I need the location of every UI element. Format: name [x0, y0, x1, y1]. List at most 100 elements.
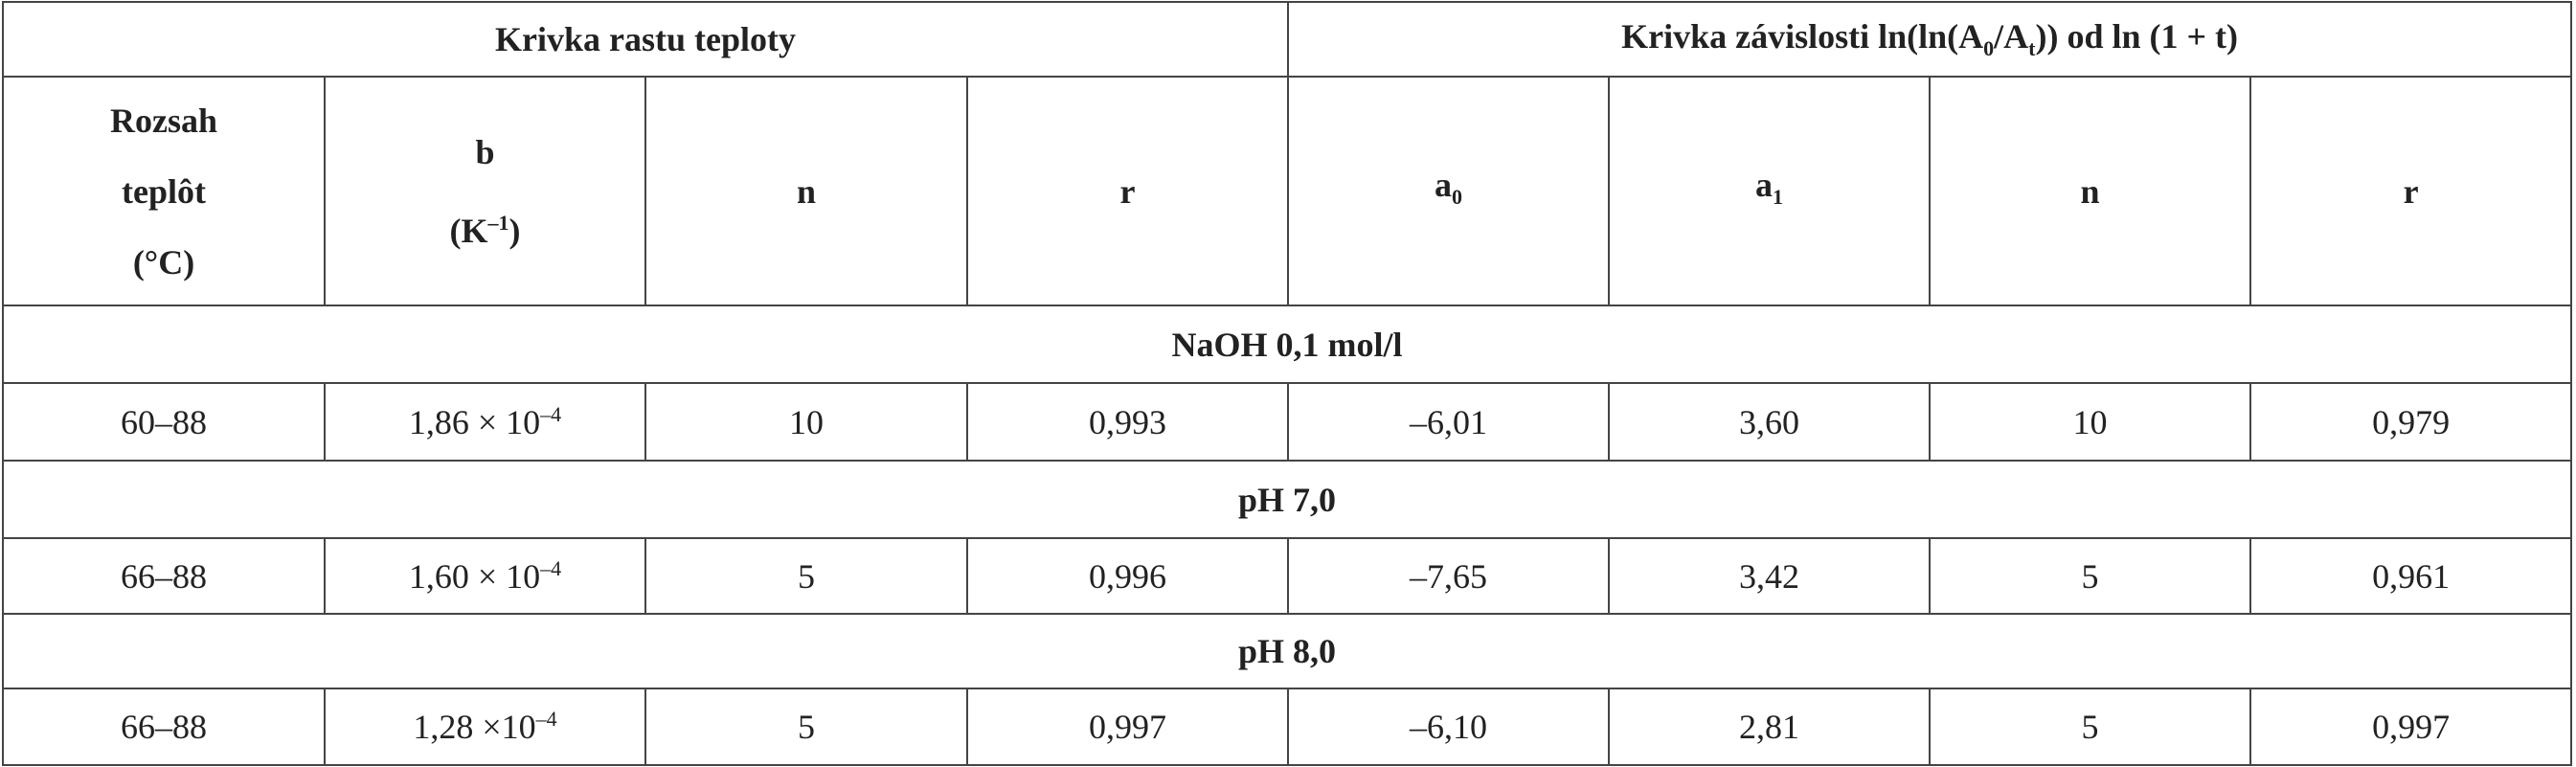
column-header: a1: [1608, 76, 1932, 306]
column-header: r: [965, 76, 1290, 306]
subscript: 1: [1773, 185, 1784, 210]
column-header: a0: [1287, 76, 1611, 306]
data-cell: 2,81: [1608, 688, 1932, 766]
table-row: pH 7,0: [1, 460, 2573, 539]
cell-text: 0,979: [2372, 402, 2451, 441]
section-label: pH 7,0: [1, 460, 2573, 539]
subscript: 0: [1452, 185, 1463, 210]
cell-text: –6,01: [1410, 402, 1488, 441]
group-header: Krivka závislosti ln(ln(A0/At)) od ln (1…: [1287, 1, 2573, 78]
text-piece: /A: [1994, 17, 2029, 56]
column-header: n: [1929, 76, 2252, 306]
text-piece: r: [2403, 171, 2419, 211]
header-line: b: [326, 117, 644, 188]
table-row: 60–88 1,86 × 10–4 10 0,993 –6,01 3,60 10 0,979: [2, 382, 2573, 462]
cell-text: 66–88: [121, 556, 207, 596]
data-cell: 0,997: [965, 688, 1290, 766]
subscript: t: [2028, 36, 2036, 61]
data-cell: –6,10: [1287, 688, 1611, 766]
data-cell: 3,60: [1608, 382, 1932, 462]
section-label: NaOH 0,1 mol/l: [1, 305, 2573, 384]
cell-text: 0,997: [2372, 708, 2451, 746]
data-cell: 5: [1929, 537, 2252, 615]
text-piece: Rozsah: [109, 101, 217, 140]
cell-text: –6,10: [1410, 708, 1488, 746]
superscript: –1: [487, 210, 509, 235]
text-piece: n: [2080, 171, 2100, 211]
cell-text: –7,65: [1410, 556, 1488, 596]
subscript: 0: [1983, 36, 1995, 61]
data-cell: –6,01: [1287, 382, 1611, 462]
text-piece: Krivka rastu teploty: [495, 20, 797, 58]
data-cell: 0,997: [2249, 688, 2573, 766]
cell-text: NaOH 0,1 mol/l: [1171, 325, 1403, 364]
header-line: Rozsah: [4, 85, 324, 156]
data-cell: –7,65: [1287, 537, 1611, 615]
data-cell: 1,86 × 10–4: [324, 382, 646, 462]
column-header: Rozsah teplôt (°C): [2, 76, 326, 306]
text-piece: r: [1119, 171, 1136, 211]
cell-text: 2,81: [1739, 708, 1800, 746]
header-line: (K–1): [326, 188, 644, 266]
data-cell: 5: [644, 537, 968, 615]
superscript: –4: [535, 707, 557, 731]
header-line: a0: [1289, 149, 1608, 233]
header-line: a1: [1610, 149, 1929, 233]
data-cell: 0,996: [965, 537, 1290, 615]
data-cell: 1,28 ×10–4: [324, 688, 646, 766]
superscript: –4: [540, 401, 562, 426]
data-cell: 5: [1929, 688, 2252, 766]
header-line: teplôt: [4, 156, 324, 227]
data-cell: 10: [644, 382, 968, 462]
cell-text: 10: [2072, 402, 2108, 441]
header-line: (°C): [4, 227, 324, 298]
group-header: Krivka rastu teploty: [1, 1, 1290, 78]
cell-text: 5: [798, 556, 815, 596]
text-piece: Krivka závislosti ln(ln(A: [1621, 17, 1984, 56]
text-piece: a: [1755, 165, 1774, 204]
data-cell: 66–88: [2, 688, 326, 766]
column-header: r: [2249, 76, 2573, 306]
data-cell: 60–88: [2, 382, 326, 462]
cell-text: 10: [789, 402, 824, 441]
data-cell: 0,993: [965, 382, 1290, 462]
header-line: n: [1931, 156, 2249, 227]
text-piece: )) od ln (1 + t): [2035, 17, 2239, 56]
column-header: b (K–1): [324, 76, 646, 306]
table-row: 66–88 1,28 ×10–4 5 0,997 –6,10 2,81 5 0,997: [2, 688, 2573, 766]
data-cell: 0,979: [2249, 382, 2573, 462]
text-piece: 1,86 × 10: [408, 402, 541, 441]
cell-text: 3,42: [1739, 556, 1800, 596]
table-row: 66–88 1,60 × 10–4 5 0,996 –7,65 3,42 5 0,961: [2, 537, 2573, 615]
table-row: Krivka rastu teploty Krivka závislosti ln…: [1, 1, 2573, 78]
text-piece: 1,28 ×10: [413, 708, 536, 746]
cell-text: 0,961: [2372, 556, 2451, 596]
header-line: n: [646, 156, 966, 227]
data-cell: 66–88: [2, 537, 326, 615]
superscript: –4: [540, 555, 562, 580]
cell-text: 0,997: [1089, 708, 1167, 746]
column-header: n: [644, 76, 968, 306]
cell-text: 60–88: [121, 402, 207, 441]
data-cell: 1,60 × 10–4: [324, 537, 646, 615]
data-cell: 3,42: [1608, 537, 1932, 615]
text-piece: a: [1435, 165, 1453, 204]
table-row: pH 8,0: [1, 613, 2573, 689]
table-row: NaOH 0,1 mol/l: [1, 305, 2573, 384]
section-label: pH 8,0: [1, 613, 2573, 689]
cell-text: 3,60: [1739, 402, 1800, 441]
cell-text: 66–88: [121, 708, 207, 746]
cell-text: 5: [2081, 556, 2099, 596]
text-piece: ): [508, 211, 521, 250]
cell-text: pH 7,0: [1238, 480, 1337, 519]
text-piece: 1,60 × 10: [408, 556, 541, 596]
cell-text: 0,993: [1089, 402, 1167, 441]
cell-text: pH 8,0: [1238, 632, 1337, 670]
cell-text: 0,996: [1089, 556, 1167, 596]
text-piece: n: [796, 171, 817, 211]
table-row: Rozsah teplôt (°C) b (K–1) n r a0 a1 n r: [2, 76, 2573, 306]
text-piece: b: [475, 132, 495, 171]
